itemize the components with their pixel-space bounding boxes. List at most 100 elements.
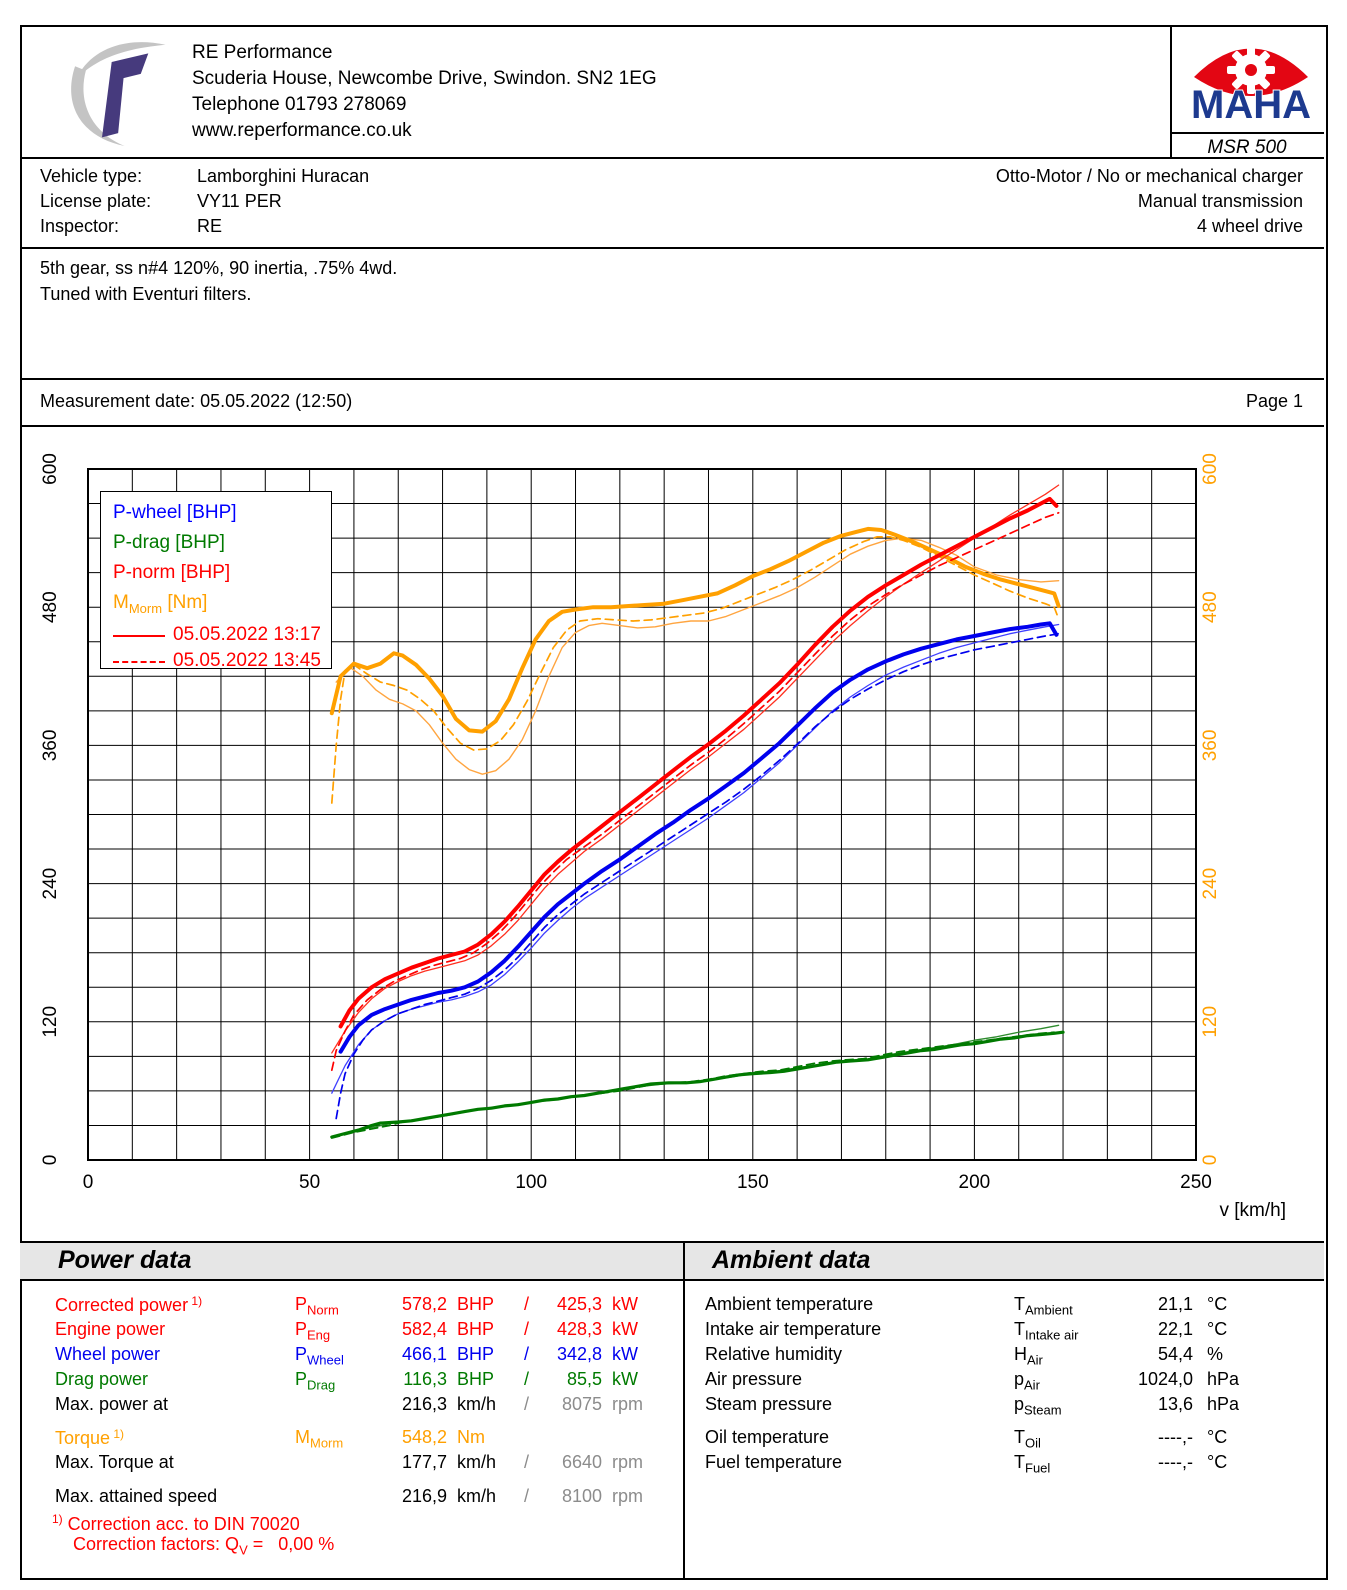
y-tick-label-left: 120 [40, 1006, 61, 1038]
power-data-row: Max. attained speed 216,9 km/h / 8100 rpm [0, 1486, 683, 1510]
power-data-row: Corrected power 1) PNorm 578,2 BHP / 425,3 kW [0, 1294, 683, 1318]
vehicle-row-value: VY11 PER [197, 191, 282, 211]
measurement-date: Measurement date: 05.05.2022 (12:50) [40, 391, 353, 411]
power-row-label: Max. power at [55, 1394, 169, 1414]
company-website: www.reperformance.co.uk [192, 120, 412, 141]
x-axis-title: v [km/h] [1219, 1200, 1286, 1221]
legend-run2-date: 05.05.2022 13:45 [173, 650, 321, 671]
ambient-row-value: ----,- [1158, 1452, 1193, 1472]
curve-p-wheel-bold [338, 621, 1059, 1054]
ambient-row-label: Fuel temperature [705, 1452, 843, 1472]
ambient-row-value: ----,- [1158, 1427, 1193, 1447]
y-tick-label-right: 0 [1200, 1155, 1221, 1166]
power-row-unit1: km/h [457, 1452, 497, 1472]
ambient-row-label: Ambient temperature [705, 1294, 874, 1314]
ambient-row-symbol: TAmbient [1014, 1294, 1073, 1318]
plot-border [87, 468, 1197, 1161]
power-row-unit2: rpm [612, 1486, 643, 1506]
gear-tooth [1227, 66, 1237, 74]
power-row-value2: 8075 [561, 1394, 602, 1414]
drivetrain-line: Manual transmission [1137, 191, 1303, 211]
power-row-value2: 6640 [561, 1452, 602, 1472]
power-row-value1: 548,2 [401, 1427, 447, 1447]
company-phone: Telephone 01793 278069 [192, 94, 407, 115]
re-performance-logo [71, 42, 166, 146]
re-logo-swirl-top [76, 42, 166, 80]
ambient-row-symbol-sub: Oil [1025, 1435, 1041, 1451]
measurement-bar-bottom-line [20, 425, 1324, 427]
legend-run1-line-sample [113, 635, 165, 637]
power-row-unit1: BHP [457, 1319, 495, 1339]
vehicle-row-label: Inspector: [40, 216, 120, 236]
header-bottom-line [20, 157, 1324, 159]
ambient-row-label: Relative humidity [705, 1344, 843, 1364]
ambient-row-symbol: HAir [1014, 1344, 1043, 1368]
vehicle-row-label: License plate: [40, 191, 152, 211]
power-row-value2: 85,5 [566, 1369, 602, 1389]
power-row-value1: 216,9 [401, 1486, 447, 1506]
gear-tooth [1247, 46, 1255, 56]
curve-torque-13:17 [335, 537, 1060, 775]
power-row-value2: 428,3 [556, 1319, 602, 1339]
vehicle-bottom-line [20, 247, 1324, 249]
power-row-slash: / [524, 1319, 530, 1339]
ambient-row-unit: °C [1207, 1452, 1228, 1472]
curve-p-norm-13:45 [330, 511, 1060, 1072]
x-tick-label: 100 [515, 1172, 547, 1193]
power-data-row: Max. Torque at 177,7 km/h / 6640 rpm [0, 1452, 683, 1476]
ambient-row-value: 13,6 [1157, 1394, 1193, 1414]
ambient-row-symbol: pAir [1014, 1369, 1040, 1393]
power-row-value1: 578,2 [401, 1294, 447, 1314]
power-row-value1: 177,7 [401, 1452, 447, 1472]
power-row-slash: / [524, 1486, 530, 1506]
power-row-unit1: BHP [457, 1369, 495, 1389]
y-tick-label-left: 600 [40, 453, 61, 485]
power-row-value1: 216,3 [401, 1394, 447, 1414]
footnote-marker: 1) [110, 1427, 125, 1441]
power-row-unit2: kW [612, 1294, 638, 1314]
power-row-unit1: Nm [457, 1427, 485, 1447]
power-row-unit2: rpm [612, 1394, 643, 1414]
x-tick-label: 200 [959, 1172, 991, 1193]
power-row-symbol-sub: Norm [307, 1302, 339, 1318]
maha-logo: MAHA [1190, 46, 1312, 128]
curve-p-norm-13:17 [331, 484, 1060, 1054]
section-divider [683, 1241, 685, 1578]
curve-p-drag-bold [330, 1030, 1065, 1139]
y-tick-label-right: 600 [1200, 453, 1221, 485]
ambient-row-symbol-sub: Intake air [1025, 1327, 1079, 1343]
legend-p-wheel: P-wheel [BHP] [113, 502, 237, 523]
power-row-symbol-sub: Wheel [307, 1352, 344, 1368]
ambient-row-unit: °C [1207, 1319, 1228, 1339]
power-row-value2: 342,8 [556, 1344, 602, 1364]
power-row-symbol: PNorm [295, 1294, 339, 1318]
power-row-unit1: km/h [457, 1486, 497, 1506]
power-row-slash: / [524, 1369, 530, 1389]
power-row-label: Max. Torque at [55, 1452, 174, 1472]
power-row-unit2: kW [612, 1369, 638, 1389]
curve-p-wheel-13:17 [331, 623, 1060, 1094]
power-row-slash: / [524, 1394, 530, 1414]
ambient-row-symbol-sub: Air [1027, 1352, 1043, 1368]
power-row-value1: 466,1 [401, 1344, 447, 1364]
gear-tooth [1247, 84, 1255, 94]
y-tick-label-left: 360 [40, 730, 61, 762]
legend-p-drag: P-drag [BHP] [113, 532, 225, 553]
power-data-row: Max. power at 216,3 km/h / 8075 rpm [0, 1394, 683, 1418]
power-row-unit2: kW [612, 1319, 638, 1339]
power-row-symbol: MMorm [295, 1427, 344, 1451]
dyno-chart: 0 50 100 150 200 250 0 0 120 120 240 240 360 360 480 48… [40, 453, 1286, 1221]
ambient-row-symbol: TIntake air [1014, 1319, 1079, 1343]
comment-line-2: Tuned with Eventuri filters. [40, 284, 252, 304]
ambient-row-symbol-sub: Fuel [1025, 1460, 1051, 1476]
ambient-row-label: Oil temperature [705, 1427, 830, 1447]
ambient-row-unit: hPa [1207, 1369, 1240, 1389]
maha-gear-icon [1227, 46, 1275, 94]
header-divider [1170, 25, 1172, 157]
power-row-label: Wheel power [55, 1344, 161, 1364]
x-tick-label: 50 [299, 1172, 320, 1193]
ambient-row-symbol-sub: Air [1024, 1377, 1040, 1393]
ambient-row-value: 21,1 [1157, 1294, 1193, 1314]
gear-tooth [1265, 66, 1275, 74]
